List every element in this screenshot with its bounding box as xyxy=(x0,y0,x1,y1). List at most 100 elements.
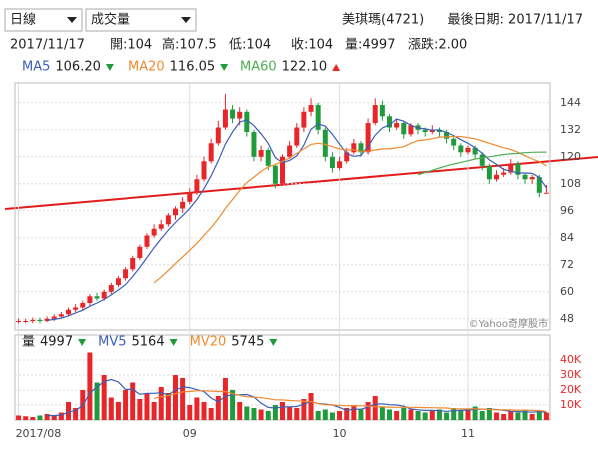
candle-body xyxy=(529,177,535,180)
y-tick-label: 20K xyxy=(560,383,582,396)
dropdown-arrow xyxy=(181,17,191,23)
candle-body xyxy=(73,307,79,310)
candle-body xyxy=(23,321,29,323)
candle-body xyxy=(379,105,385,117)
x-tick-label: 09 xyxy=(183,427,197,440)
volume-bar xyxy=(58,412,64,420)
down-arrow xyxy=(269,339,278,346)
candle-body xyxy=(94,296,100,299)
volume-bar xyxy=(444,412,450,420)
candle-body xyxy=(66,309,71,315)
volume-bar xyxy=(230,390,236,420)
candle-body xyxy=(465,147,471,153)
candle-body xyxy=(16,321,22,323)
ma-line xyxy=(153,135,547,284)
legend-name: 量 xyxy=(22,335,35,350)
volume-bar xyxy=(108,397,114,420)
legend-name: MA20 xyxy=(128,60,165,75)
ma-line xyxy=(417,151,547,176)
candle-body xyxy=(501,172,507,175)
down-arrow xyxy=(169,339,178,346)
volume-bar xyxy=(194,397,200,420)
mv-line xyxy=(153,390,547,412)
volume-bar xyxy=(536,411,542,420)
candle-body xyxy=(194,179,200,193)
y-tick-label: 30K xyxy=(560,368,582,381)
volume-bar xyxy=(322,409,328,420)
volume-bar xyxy=(51,415,57,420)
candle-body xyxy=(422,129,428,133)
volume-bar xyxy=(401,408,407,420)
volume-bar xyxy=(115,402,121,420)
candle-body xyxy=(158,224,164,229)
down-arrow xyxy=(220,64,229,71)
down-arrow xyxy=(78,339,87,346)
volume-bar xyxy=(180,378,186,420)
indicator-select[interactable] xyxy=(85,8,197,32)
candle-body xyxy=(272,165,278,184)
candle-body xyxy=(451,138,457,146)
volume-bar xyxy=(372,396,378,420)
volume-bar xyxy=(308,393,314,420)
volume-bar xyxy=(294,408,300,420)
candle-body xyxy=(543,192,549,194)
volume-bar xyxy=(94,382,100,420)
candle-body xyxy=(51,316,57,319)
x-tick-label: 10 xyxy=(333,427,347,440)
down-arrow xyxy=(105,64,114,71)
candle-body xyxy=(280,156,285,184)
info-item: 量:4997 xyxy=(345,38,395,53)
info-item: 低:104 xyxy=(229,38,271,53)
volume-bar xyxy=(137,399,143,420)
candle-body xyxy=(308,105,314,112)
volume-bar xyxy=(515,412,521,420)
stock-name: 美琪瑪(4721) xyxy=(342,13,424,28)
indicator-label: 成交量 xyxy=(91,12,130,28)
volume-bar xyxy=(151,402,157,420)
candle-body xyxy=(536,177,542,193)
info-item: 2017/11/17 xyxy=(10,38,85,53)
candle-body xyxy=(137,246,143,259)
candle-body xyxy=(358,143,364,153)
volume-bar xyxy=(465,409,471,420)
volume-bar xyxy=(280,402,285,420)
volume-bar xyxy=(301,399,307,420)
period-label: 日線 xyxy=(10,12,36,28)
volume-bar xyxy=(458,411,464,420)
volume-bar xyxy=(351,405,357,420)
y-tick-label: 144 xyxy=(560,96,581,109)
candle-body xyxy=(329,156,335,169)
volume-bar xyxy=(187,405,193,420)
volume-bar xyxy=(123,390,129,420)
period-select[interactable] xyxy=(4,8,83,32)
info-item: 收:104 xyxy=(291,38,333,53)
volume-bar xyxy=(73,408,79,420)
candle-body xyxy=(230,109,236,119)
price-frame xyxy=(14,82,551,331)
candle-body xyxy=(187,192,193,202)
y-tick-label: 72 xyxy=(560,258,574,271)
candle-body xyxy=(408,125,414,135)
volume-bar xyxy=(144,393,150,420)
volume-bar xyxy=(222,378,228,420)
y-tick-label: 84 xyxy=(560,231,574,244)
ma-line xyxy=(47,118,547,321)
candle-body xyxy=(351,143,357,153)
volume-bar xyxy=(130,382,136,420)
volume-bar xyxy=(436,409,442,420)
volume-bar xyxy=(272,405,278,420)
candle-body xyxy=(265,150,271,166)
volume-bar xyxy=(265,411,271,420)
volume-bar xyxy=(379,406,385,420)
info-item: 高:107.5 xyxy=(162,37,217,53)
candle-body xyxy=(101,291,107,299)
candle-body xyxy=(208,143,214,162)
volume-bar xyxy=(494,412,499,420)
candle-body xyxy=(87,296,93,304)
volume-bar xyxy=(101,375,107,420)
volume-bar xyxy=(451,408,457,420)
candle-body xyxy=(344,152,350,162)
volume-bar xyxy=(244,406,250,420)
